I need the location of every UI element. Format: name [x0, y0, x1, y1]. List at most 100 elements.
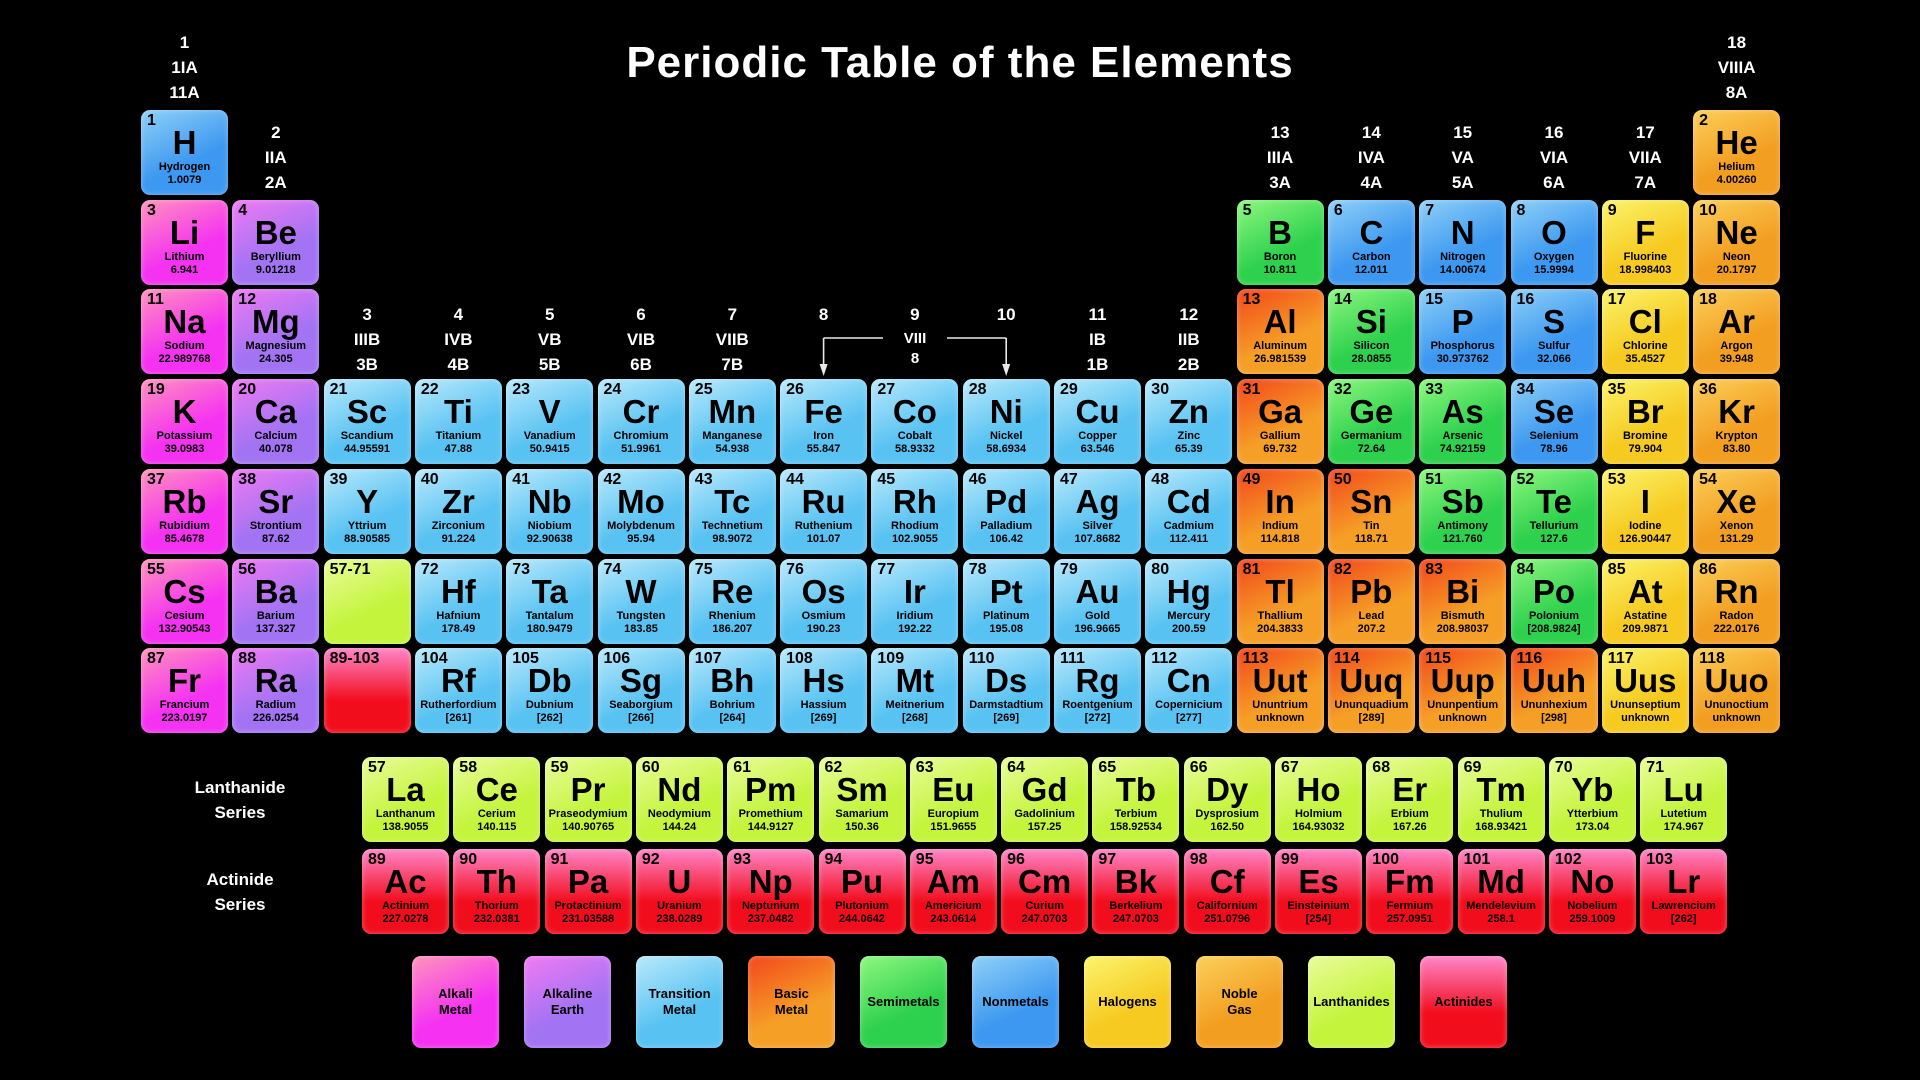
- element-cell-W: 74 W Tungsten 183.85: [597, 558, 685, 644]
- element-symbol: Tc: [714, 482, 751, 520]
- atomic-number: 37: [147, 470, 165, 488]
- atomic-number: 27: [877, 381, 896, 399]
- element-name: Bromine: [1622, 430, 1668, 443]
- atomic-mass: 232.0381: [473, 913, 520, 925]
- element-symbol: Rn: [1714, 572, 1759, 610]
- element-cell-Uup: 115 Uup Ununpentium unknown: [1419, 648, 1507, 734]
- element-cell-Pd: 46 Pd Palladium 106.42: [962, 468, 1050, 554]
- element-cell-Ra: 88 Ra Radium 226.0254: [232, 648, 320, 734]
- element-symbol: Np: [748, 863, 793, 900]
- element-cell-Mn: 25 Mn Manganese 54.938: [688, 379, 776, 465]
- group-label-line: 3: [362, 305, 372, 324]
- atomic-number: 12: [238, 291, 257, 309]
- atomic-number: 50: [1333, 470, 1352, 488]
- atomic-mass: 150.36: [845, 821, 879, 833]
- element-symbol: Ca: [254, 393, 297, 431]
- atomic-mass: 50.9415: [529, 443, 570, 456]
- element-name: Darmstadtium: [969, 699, 1044, 712]
- element-cell-Ho: 67 Ho Holmium 164.93032: [1275, 757, 1362, 842]
- element-symbol: Db: [527, 662, 572, 700]
- element-cell-Hs: 108 Hs Hassium [269]: [780, 648, 868, 734]
- atomic-mass: 151.9655: [930, 821, 977, 833]
- group-label-line: 1IA: [171, 58, 198, 77]
- atomic-mass: 87.62: [262, 532, 290, 545]
- element-symbol: N: [1450, 213, 1475, 251]
- atomic-number: 43: [694, 470, 713, 488]
- element-name: Zirconium: [431, 519, 485, 532]
- element-cell-Fm: 100 Fm Fermium 257.0951: [1366, 849, 1454, 934]
- element-name: Iron: [813, 430, 834, 443]
- group-label-line: 9: [910, 305, 920, 324]
- element-symbol: Uuo: [1704, 662, 1769, 700]
- atomic-number: 99: [1281, 851, 1299, 868]
- atomic-number: 36: [1699, 381, 1717, 399]
- element-name: Francium: [159, 699, 210, 712]
- element-name: Mercury: [1167, 609, 1211, 622]
- element-cell-Sr: 38 Sr Strontium 87.62: [232, 468, 320, 554]
- element-symbol: Tb: [1115, 771, 1157, 808]
- atomic-mass: 247.0703: [1112, 913, 1159, 925]
- legend-label-line: Nonmetals: [982, 994, 1049, 1009]
- atomic-number: 93: [733, 851, 751, 868]
- atomic-number: 73: [512, 560, 530, 578]
- atomic-number: 52: [1516, 470, 1535, 488]
- atomic-number: 85: [1607, 560, 1626, 578]
- atomic-number: 108: [786, 650, 813, 668]
- element-symbol: Cm: [1018, 863, 1072, 900]
- group-label-line: IIB: [1177, 330, 1200, 349]
- element-symbol: Am: [926, 863, 980, 900]
- atomic-number: 23: [512, 381, 530, 399]
- legend-label-line: Metal: [438, 1002, 473, 1017]
- atomic-mass: 74.92159: [1439, 443, 1486, 456]
- element-symbol: Kr: [1718, 393, 1755, 431]
- element-cell-Hf: 72 Hf Hafnium 178.49: [414, 558, 502, 644]
- element-symbol: Ra: [254, 662, 297, 700]
- element-name: Manganese: [702, 430, 763, 443]
- atomic-mass: 227.0278: [382, 913, 429, 925]
- atomic-number: 39: [329, 470, 348, 488]
- atomic-mass: 22.989768: [158, 353, 211, 366]
- legend-label-line: Transition: [648, 986, 711, 1001]
- atomic-mass: 204.3833: [1257, 622, 1304, 635]
- atomic-mass: [262]: [1670, 913, 1697, 925]
- element-name: Thulium: [1479, 808, 1523, 820]
- element-name: Astatine: [1623, 609, 1667, 622]
- element-symbol: Cu: [1075, 393, 1120, 431]
- group-label-line: 3A: [1269, 173, 1291, 192]
- group-label-line: 18: [1727, 33, 1747, 52]
- element-name: Fermium: [1386, 900, 1434, 912]
- element-cell-Re: 75 Re Rhenium 186.207: [688, 558, 776, 644]
- element-cell-I: 53 I Iodine 126.90447: [1601, 468, 1689, 554]
- atomic-number: 76: [786, 560, 804, 578]
- element-name: Osmium: [801, 609, 846, 622]
- element-cell-V: 23 V Vanadium 50.9415: [506, 379, 594, 465]
- group-label-line: VIIA: [1628, 148, 1662, 167]
- element-name: Ununhexium: [1520, 699, 1588, 712]
- element-name: Rutherfordium: [420, 699, 497, 712]
- atomic-mass: unknown: [1255, 712, 1305, 725]
- element-cell-Zr: 40 Zr Zirconium 91.224: [414, 468, 502, 554]
- element-symbol: Bk: [1114, 863, 1157, 900]
- element-cell-Cd: 48 Cd Cadmium 112.411: [1145, 468, 1233, 554]
- group-label-line: 5: [544, 305, 555, 324]
- element-symbol: Ni: [989, 393, 1023, 431]
- group-label-line: 7: [727, 305, 738, 324]
- element-name: Roentgenium: [1062, 699, 1133, 712]
- atomic-mass: 200.59: [1171, 622, 1206, 635]
- page-title: Periodic Table of the Elements: [626, 38, 1294, 87]
- element-symbol: Fe: [804, 393, 843, 431]
- element-name: Arsenic: [1442, 430, 1483, 443]
- element-symbol: Sm: [836, 771, 888, 808]
- element-name: Thorium: [474, 900, 519, 912]
- element-cell-Ar: 18 Ar Argon 39.948: [1693, 289, 1781, 375]
- element-cell-Au: 79 Au Gold 196.9665: [1054, 558, 1141, 644]
- element-name: Ununquadium: [1334, 699, 1409, 712]
- group-label-line: IIA: [264, 148, 287, 167]
- atomic-mass: 158.92534: [1109, 821, 1162, 833]
- element-name: Ununseptium: [1610, 699, 1681, 712]
- atomic-number: 105: [512, 650, 539, 668]
- atomic-number: 97: [1098, 851, 1117, 868]
- legend-label-line: Actinides: [1434, 994, 1493, 1009]
- element-name: Gold: [1084, 609, 1111, 622]
- atomic-mass: 91.224: [441, 532, 476, 545]
